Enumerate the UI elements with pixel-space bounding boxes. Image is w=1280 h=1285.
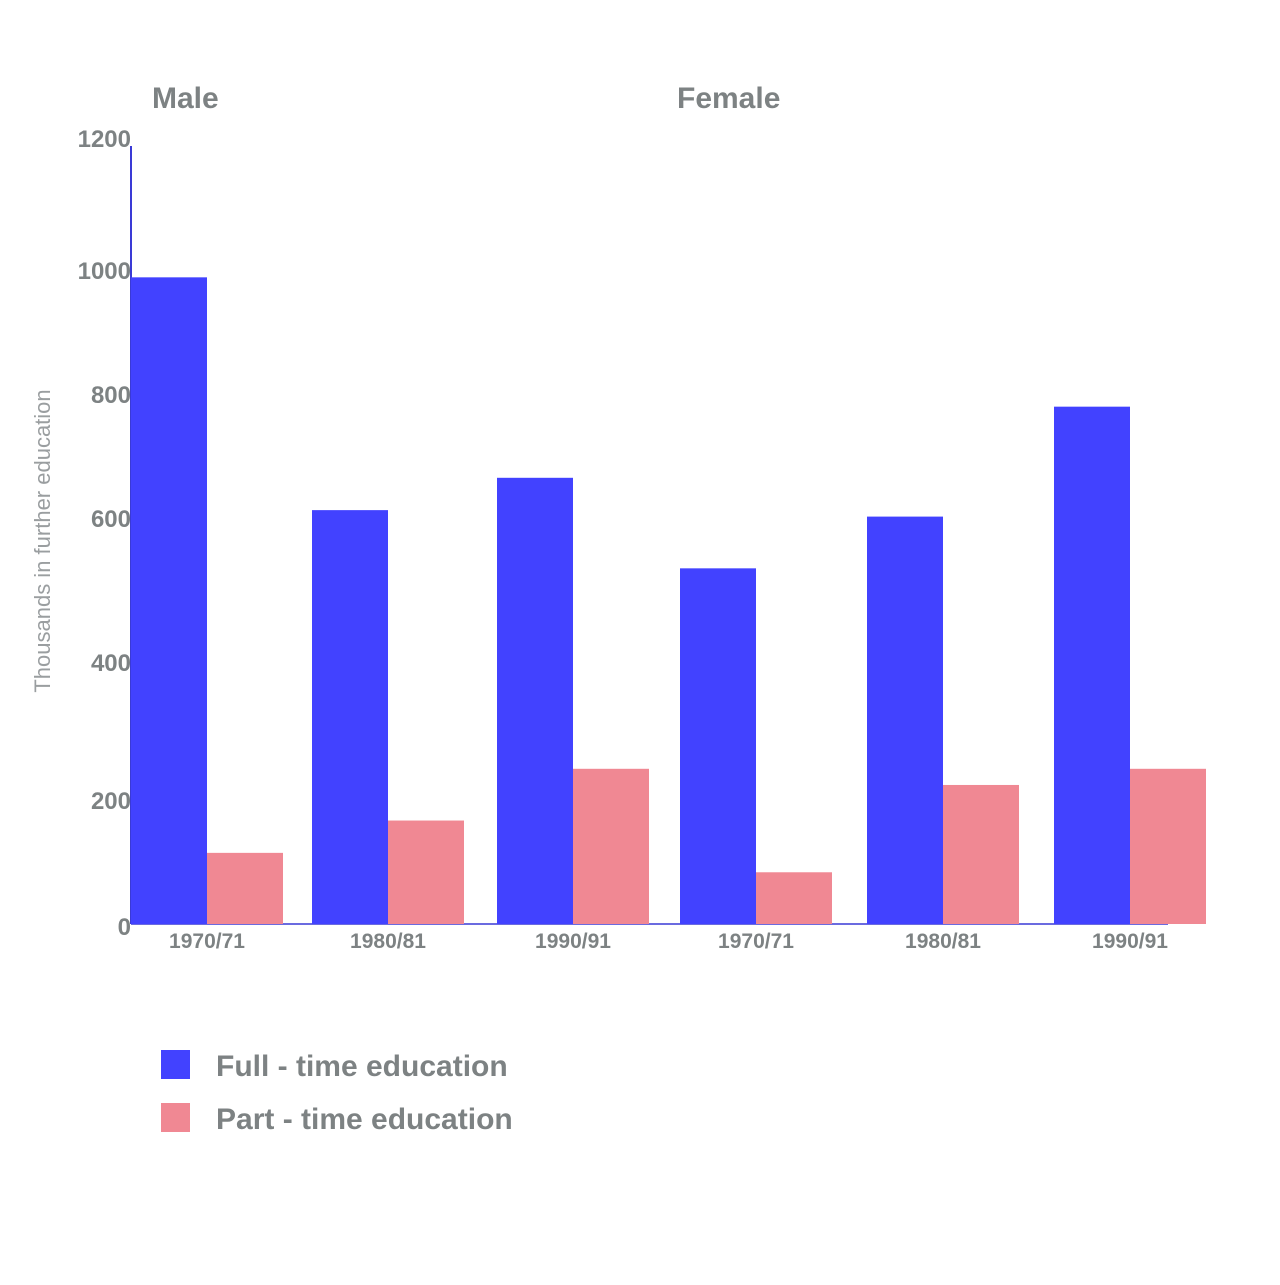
y-tick-label: 400 xyxy=(91,650,131,677)
legend-label-part-time: Part - time education xyxy=(216,1103,513,1136)
y-tick-label: 600 xyxy=(91,506,131,533)
legend-swatch-full-time xyxy=(161,1050,190,1079)
x-tick-label: 1990/91 xyxy=(1092,930,1168,953)
x-tick-label: 1990/91 xyxy=(535,930,611,953)
bar-part-time-2 xyxy=(388,820,464,924)
bar-full-time-4 xyxy=(680,568,756,924)
legend-label-full-time: Full - time education xyxy=(216,1050,508,1083)
x-tick-label: 1980/81 xyxy=(350,930,426,953)
bar-full-time-5 xyxy=(867,516,943,924)
y-tick-label: 800 xyxy=(91,382,131,409)
y-tick-label: 200 xyxy=(91,788,131,815)
y-tick-label: 0 xyxy=(118,914,131,941)
x-tick-label: 1970/71 xyxy=(718,930,794,953)
y-axis-title: Thousands in further education xyxy=(30,389,55,692)
bar-full-time-2 xyxy=(312,510,388,924)
bar-full-time-6 xyxy=(1054,406,1130,925)
y-tick-label: 1200 xyxy=(78,126,131,153)
x-tick-label: 1980/81 xyxy=(905,930,981,953)
y-tick-label: 1000 xyxy=(78,258,131,285)
bar-part-time-1 xyxy=(207,852,283,924)
group-label-female: Female xyxy=(677,82,780,115)
bar-part-time-3 xyxy=(573,768,649,924)
bar-part-time-4 xyxy=(756,872,832,924)
legend-swatch-part-time xyxy=(161,1103,190,1132)
bar-part-time-6 xyxy=(1130,768,1206,924)
x-tick-label: 1970/71 xyxy=(169,930,245,953)
bar-part-time-5 xyxy=(943,784,1019,924)
group-label-male: Male xyxy=(152,82,219,115)
bar-full-time-3 xyxy=(497,477,573,924)
bar-full-time-1 xyxy=(131,277,207,924)
